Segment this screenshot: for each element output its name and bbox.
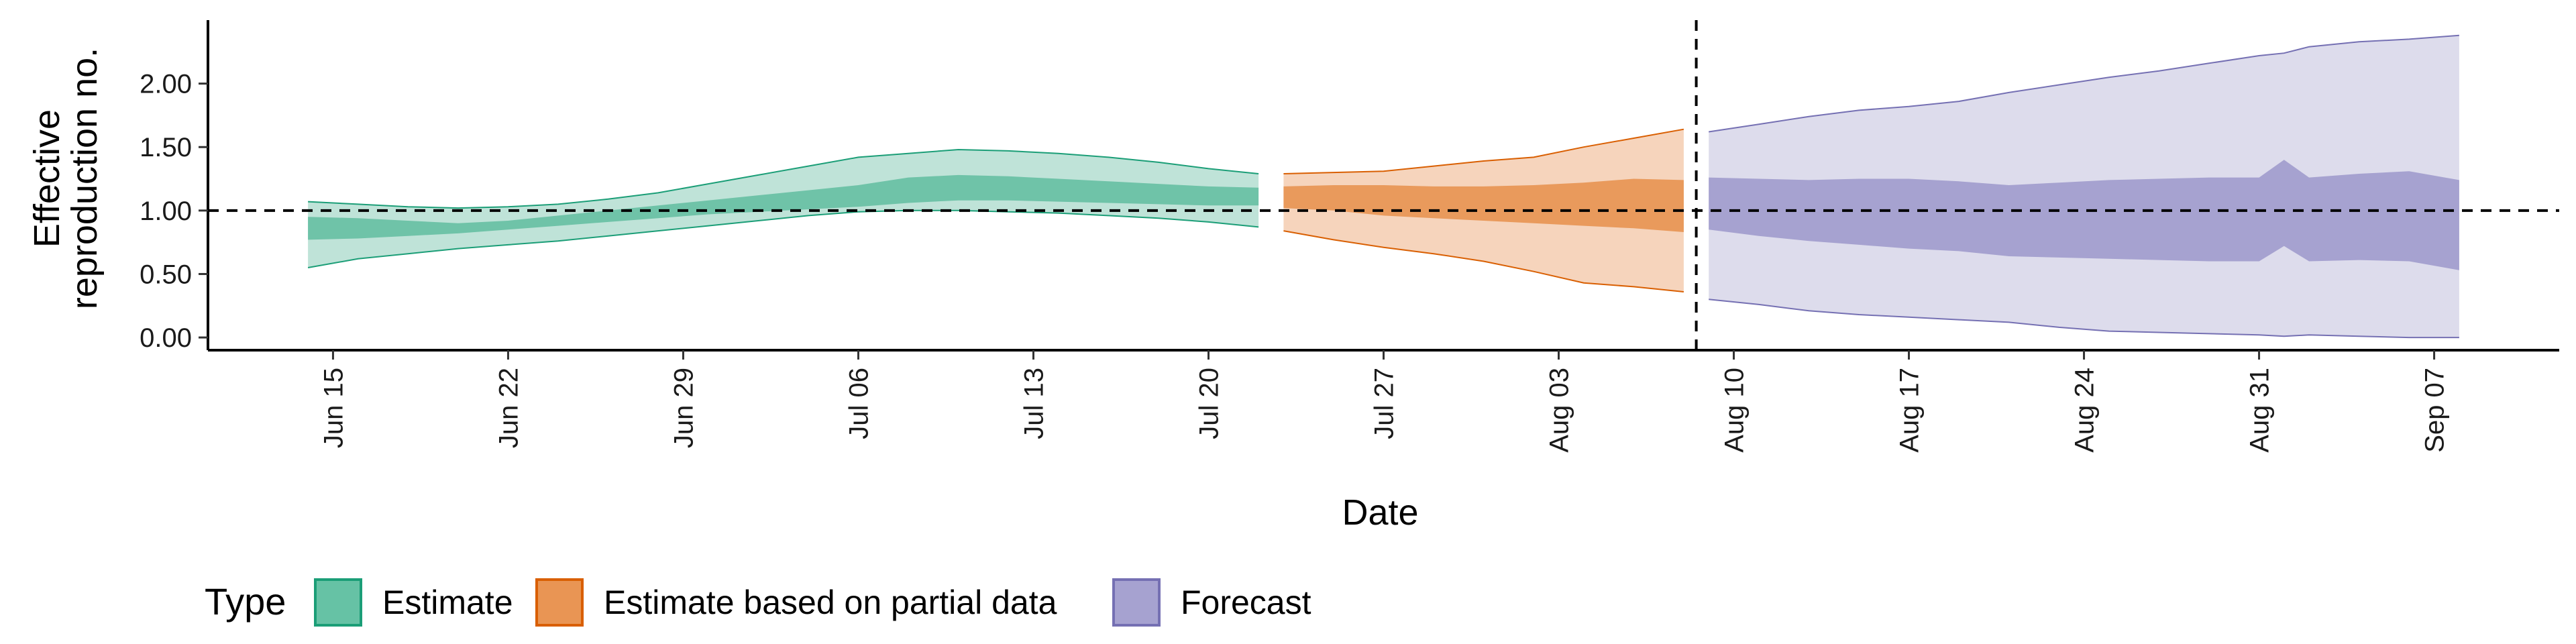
legend-title: Type xyxy=(205,580,286,623)
band-50-0 xyxy=(308,174,1259,240)
y-tick-label-4: 2.00 xyxy=(140,70,192,99)
x-tick-label-2: Jun 29 xyxy=(669,368,698,448)
band-upper-edge-1 xyxy=(1283,128,1684,174)
x-tick-label-9: Aug 17 xyxy=(1895,368,1925,453)
y-tick-label-2: 1.00 xyxy=(140,197,192,226)
legend-swatch-0 xyxy=(314,578,362,627)
x-axis-title: Date xyxy=(1342,492,1418,533)
y-tick-label-0: 0.00 xyxy=(140,323,192,353)
x-tick-label-4: Jul 13 xyxy=(1019,368,1049,439)
legend-swatch-1 xyxy=(535,578,584,627)
plot-area xyxy=(208,20,2559,350)
y-axis-title-line-1: reproduction no. xyxy=(64,48,105,309)
axes: 0.00 0.50 1.00 1.50 2.00 Jun 15 Jun 22 Jun 29 Ju… xyxy=(27,20,2559,533)
x-tick-label-8: Aug 10 xyxy=(1720,368,1750,453)
band-upper-edge-2 xyxy=(1709,34,2459,133)
band-lower-edge-0 xyxy=(307,209,1259,268)
band-lower-edge-1 xyxy=(1283,230,1684,292)
legend-label-0: Estimate xyxy=(382,584,513,621)
band-50-1 xyxy=(1283,178,1684,232)
x-tick-label-10: Aug 24 xyxy=(2070,368,2100,453)
x-tick-label-11: Aug 31 xyxy=(2245,368,2275,453)
x-tick-label-3: Jul 06 xyxy=(844,368,873,439)
band-upper-edge-0 xyxy=(308,148,1259,209)
legend-label-1: Estimate based on partial data xyxy=(604,584,1057,621)
series-2 xyxy=(1709,34,2459,339)
x-tick-label-12: Sep 07 xyxy=(2420,368,2450,453)
legend: Type Estimate Estimate based on partial da… xyxy=(205,578,1311,627)
band-50-2 xyxy=(1709,160,2459,270)
series-0 xyxy=(307,148,1259,268)
x-tick-label-0: Jun 15 xyxy=(319,368,348,448)
x-tick-label-5: Jul 20 xyxy=(1194,368,1224,439)
y-axis-title-line-0: Effective xyxy=(27,109,67,248)
x-tick-label-6: Jul 27 xyxy=(1370,368,1399,439)
y-tick-label-1: 0.50 xyxy=(140,260,192,289)
band-lower-edge-2 xyxy=(1709,299,2459,339)
y-axis-title: Effectivereproduction no. xyxy=(27,48,105,309)
series-1 xyxy=(1283,128,1684,292)
legend-swatch-2 xyxy=(1112,578,1161,627)
x-tick-label-1: Jun 22 xyxy=(494,368,523,448)
legend-label-2: Forecast xyxy=(1181,584,1311,621)
y-tick-label-3: 1.50 xyxy=(140,133,192,162)
x-tick-label-7: Aug 03 xyxy=(1545,368,1574,453)
